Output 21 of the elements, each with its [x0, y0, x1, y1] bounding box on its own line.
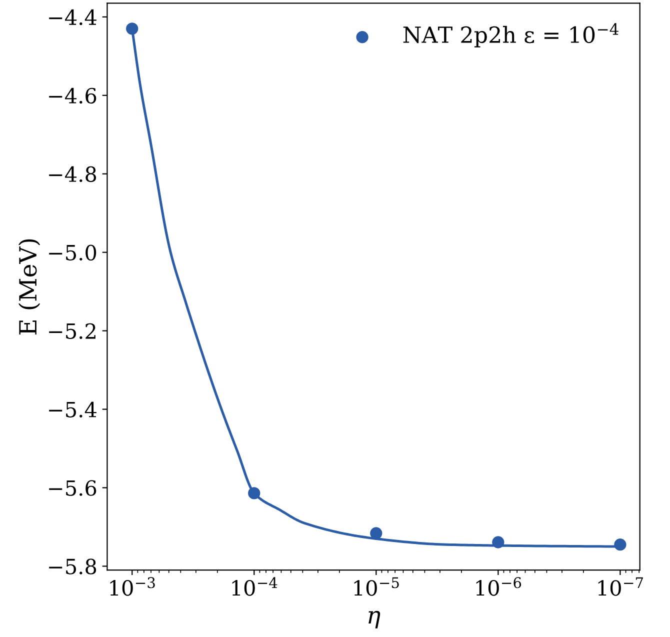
- x-tick-label: 10$^{−5}$: [354, 577, 399, 596]
- point: [126, 22, 138, 35]
- point: [248, 487, 260, 500]
- y-tick-label: −5.8: [49, 558, 96, 574]
- x-tick-label: 10$^{−6}$: [476, 577, 522, 596]
- y-axis-title: E (MeV): [18, 239, 40, 335]
- x-tick-label: 10$^{−7}$: [598, 577, 643, 596]
- legend-label: NAT 2p2h ε = 10$^{−4}$: [403, 23, 618, 48]
- point: [370, 527, 382, 540]
- x-tick-label: 10$^{−3}$: [110, 577, 155, 596]
- y-tick-label: −4.4: [49, 9, 96, 26]
- y-tick-label: −5.6: [49, 480, 96, 496]
- y-tick-label: −5.2: [49, 323, 96, 339]
- point: [614, 538, 626, 551]
- y-tick-label: −4.6: [49, 88, 96, 104]
- x-tick-label: 10$^{−4}$: [232, 577, 278, 596]
- y-tick-label: −4.8: [49, 166, 96, 182]
- point: [492, 536, 504, 548]
- y-tick-label: −5.4: [49, 402, 96, 418]
- y-tick-label: −5.0: [49, 244, 96, 261]
- x-axis-title: η: [368, 610, 380, 628]
